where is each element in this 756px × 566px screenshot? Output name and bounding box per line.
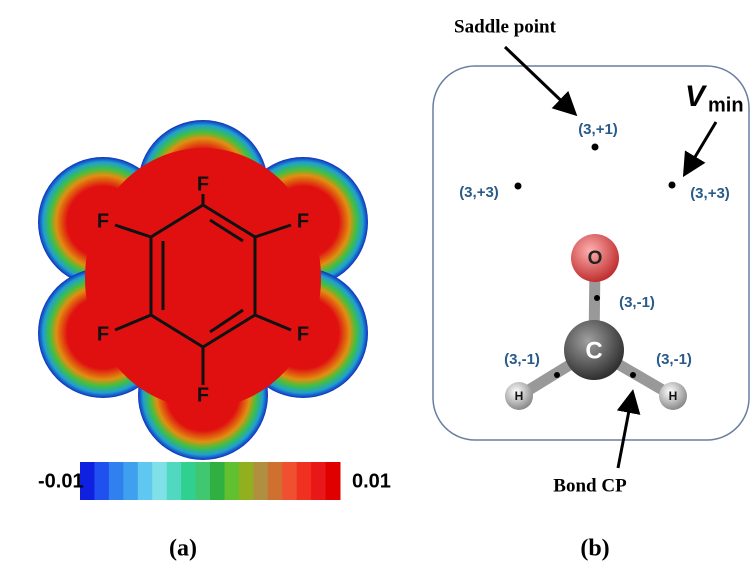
arrow [505,47,573,112]
annotation: Bond CP [553,475,627,496]
colorbar-swatch [138,462,153,500]
cp-label: (3,-1) [504,351,540,368]
atom-label: F [197,384,209,406]
colorbar-swatch [268,462,283,500]
arrow [686,122,716,172]
colorbar-swatch [239,462,254,500]
annotation: Saddle point [454,16,557,37]
colorbar-swatch [181,462,196,500]
colorbar-swatch [297,462,312,500]
colorbar [80,462,341,500]
atom-label: F [97,210,109,232]
annotation: min [708,94,744,116]
colorbar-swatch [167,462,182,500]
colorbar-swatch [282,462,297,500]
atom-label: O [588,248,603,269]
arrow [618,395,632,468]
cp-label: (3,-1) [619,294,655,311]
atom-label: C [585,337,602,364]
cp-label: (3,-1) [656,351,692,368]
annotation: V [685,80,708,113]
colorbar-swatch [210,462,225,500]
atom-label: F [97,323,109,345]
colorbar-swatch [152,462,167,500]
atom-label: F [297,323,309,345]
colorbar-swatch [123,462,138,500]
colorbar-min: -0.01 [38,470,84,492]
atom-label: H [669,389,678,403]
cp-label: (3,+3) [690,185,730,202]
colorbar-swatch [196,462,211,500]
esp-surface [38,120,368,460]
colorbar-swatch [326,462,341,500]
colorbar-swatch [311,462,326,500]
cp-label: (3,+1) [578,121,618,138]
caption: (a) [169,536,197,562]
atom-label: F [297,210,309,232]
colorbar-swatch [224,462,239,500]
cp-label: (3,+3) [459,184,499,201]
colorbar-max: 0.01 [352,470,391,492]
figure: F F F F F F -0.01 0.01 (a) Saddle point … [0,0,756,566]
atom-label: F [197,173,209,195]
colorbar-swatch [253,462,268,500]
colorbar-swatch [109,462,124,500]
caption: (b) [580,536,609,562]
colorbar-swatch [94,462,109,500]
atom-label: H [515,389,524,403]
